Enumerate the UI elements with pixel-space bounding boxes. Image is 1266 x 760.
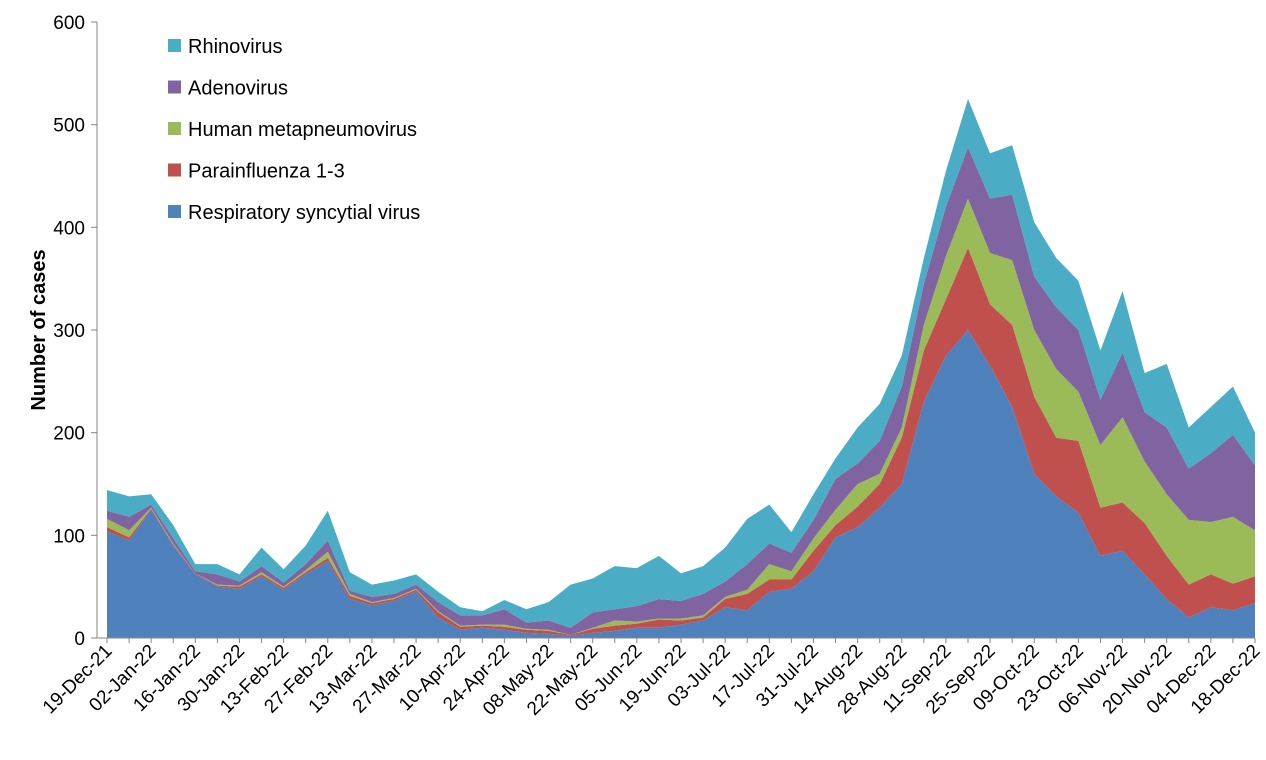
y-tick-label: 0 bbox=[74, 629, 85, 650]
y-tick-label: 500 bbox=[53, 116, 85, 137]
legend-swatch bbox=[168, 39, 181, 52]
legend-swatch bbox=[168, 163, 181, 177]
y-axis-label: Number of cases bbox=[28, 249, 50, 410]
y-tick-label: 600 bbox=[53, 13, 85, 34]
legend-label: Respiratory syncytial virus bbox=[188, 202, 420, 224]
legend-label: Adenovirus bbox=[188, 78, 288, 100]
legend-swatch bbox=[168, 122, 181, 135]
area bbox=[107, 330, 1255, 638]
y-tick-label: 100 bbox=[53, 526, 85, 547]
y-tick-label: 300 bbox=[53, 321, 85, 342]
y-tick-label: 200 bbox=[53, 424, 85, 445]
legend-label: Rhinovirus bbox=[188, 36, 282, 58]
area bbox=[107, 99, 1255, 628]
legend-label: Parainfluenza 1-3 bbox=[188, 161, 345, 183]
area bbox=[107, 247, 1255, 636]
legend-swatch bbox=[168, 80, 181, 94]
y-tick-label: 400 bbox=[53, 218, 85, 239]
legend-swatch bbox=[168, 205, 181, 218]
legend-label: Human metapneumovirus bbox=[188, 119, 417, 141]
